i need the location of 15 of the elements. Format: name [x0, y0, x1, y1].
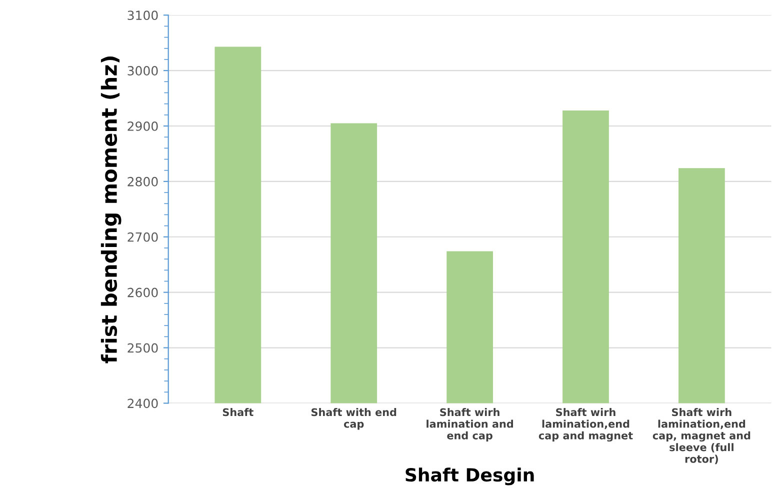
- x-tick-label: Shaft wirh lamination,end cap, magnet and sleeve (full rotor): [652, 408, 750, 464]
- y-tick-label: 3100: [128, 10, 158, 20]
- y-tick-label: 2900: [128, 121, 158, 131]
- y-tick-label: 2500: [128, 343, 158, 353]
- y-tick-label: 2800: [128, 176, 158, 186]
- y-tick-label: 2700: [128, 232, 158, 242]
- y-tick-label: 2600: [128, 288, 158, 298]
- y-axis-title: frist bending moment (hz): [100, 56, 122, 364]
- x-tick-label: Shaft wirh lamination and end cap: [426, 408, 513, 442]
- x-tick-label: Shaft: [222, 408, 254, 416]
- y-tick-label: 2400: [128, 398, 158, 408]
- x-axis-title: Shaft Desgin: [406, 468, 534, 486]
- x-tick-label: Shaft wirh lamination,end cap and magnet: [538, 408, 633, 442]
- y-tick-label: 3000: [128, 66, 158, 76]
- x-tick-label: Shaft with end cap: [311, 408, 396, 430]
